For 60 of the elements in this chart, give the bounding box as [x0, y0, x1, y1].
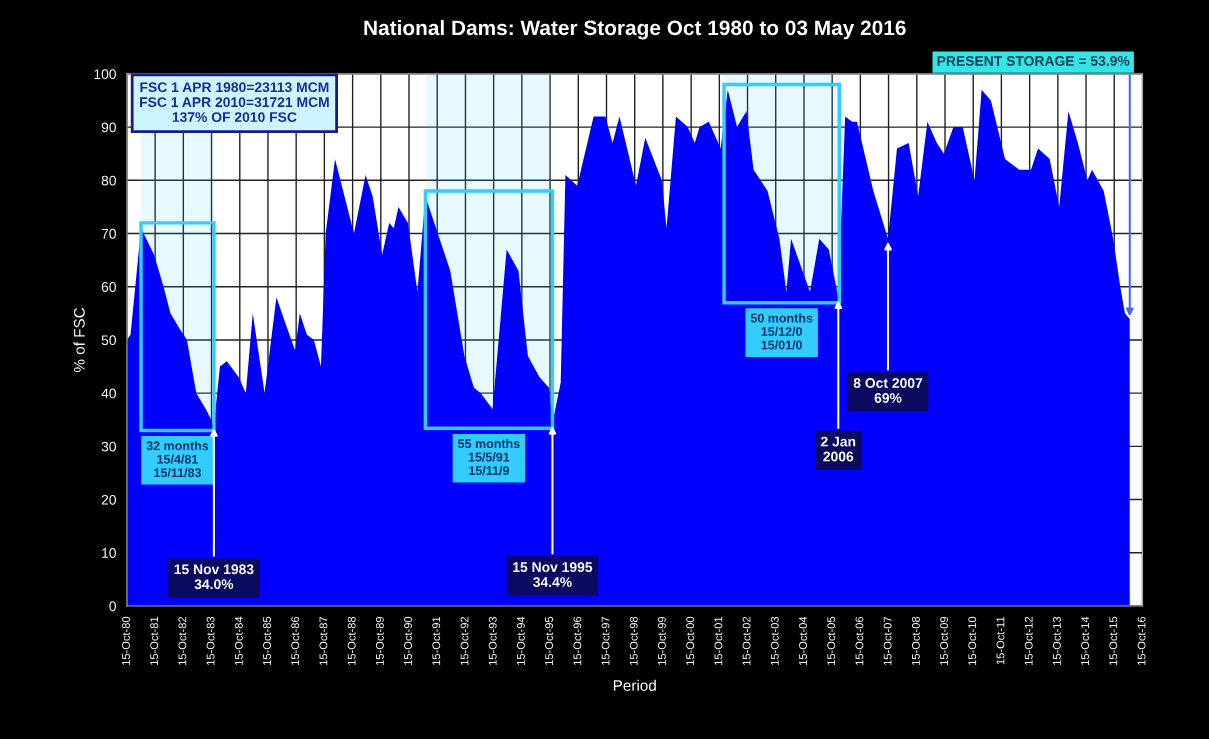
y-tick-label: 50: [101, 335, 116, 346]
x-tick-label: 15-Oct-10: [968, 616, 977, 665]
x-tick-label: 15-Oct-95: [545, 616, 554, 665]
x-tick-label: 15-Oct-99: [657, 616, 666, 665]
x-tick-label: 15-Oct-12: [1024, 616, 1033, 665]
y-tick-label: 20: [101, 494, 116, 505]
annotation: 15 Nov 1983 34.0%: [174, 564, 254, 590]
y-axis-title: % of FSC: [73, 307, 85, 373]
x-tick-label: 15-Oct-91: [432, 616, 441, 665]
x-tick-label: 15-Oct-92: [460, 616, 469, 665]
band-label: 55 months 15/5/91 15/11/9: [458, 438, 520, 476]
x-tick-label: 15-Oct-07: [883, 616, 892, 665]
x-tick-label: 15-Oct-96: [573, 616, 582, 665]
x-tick-label: 15-Oct-86: [291, 616, 300, 665]
x-tick-label: 15-Oct-04: [799, 616, 807, 665]
y-tick-label: 40: [101, 388, 116, 399]
band-label: 50 months 15/12/0 15/01/0: [750, 313, 813, 350]
annotation: 15 Nov 1995 34.4%: [513, 562, 593, 588]
x-tick-label: 15-Oct-89: [375, 616, 384, 665]
x-tick-label: 15-Oct-11: [996, 616, 1005, 665]
x-tick-label: 15-Oct-82: [178, 616, 187, 665]
x-tick-label: 15-Oct-97: [601, 616, 610, 665]
x-tick-label: 15-Oct-16: [1137, 616, 1146, 665]
y-tick-label: 60: [101, 282, 116, 292]
y-tick-label: 90: [101, 122, 116, 133]
x-tick-label: 15-Oct-05: [827, 616, 836, 665]
x-tick-label: 15-Oct-87: [319, 616, 328, 665]
x-axis-title: Period: [613, 679, 656, 691]
x-tick-label: 15-Oct-13: [1052, 616, 1061, 665]
x-tick-label: 15-Oct-90: [404, 616, 412, 665]
x-tick-label: 15-Oct-80: [122, 616, 130, 665]
x-tick-label: 15-Oct-00: [686, 616, 695, 665]
band-label: 32 months 15/4/81 15/11/83: [146, 441, 209, 478]
x-tick-label: 15-Oct-84: [234, 616, 243, 665]
annotation: 8 Oct 2007 69%: [853, 378, 923, 403]
y-tick-label: 100: [94, 69, 116, 80]
annotation: PRESENT STORAGE = 53.9%: [937, 56, 1130, 66]
x-tick-label: 15-Oct-02: [742, 616, 751, 665]
x-tick-label: 15-Oct-83: [206, 616, 215, 665]
x-tick-label: 15-Oct-93: [488, 616, 497, 665]
x-tick-label: 15-Oct-14: [1081, 616, 1090, 665]
y-tick-label: 80: [101, 175, 116, 186]
x-tick-label: 15-Oct-81: [150, 616, 159, 665]
x-tick-label: 15-Oct-01: [714, 616, 723, 665]
x-tick-label: 15-Oct-94: [516, 616, 525, 665]
y-tick-label: 30: [101, 441, 116, 452]
x-tick-label: 15-Oct-88: [347, 616, 356, 665]
x-tick-label: 15-Oct-03: [770, 616, 779, 665]
y-tick-label: 70: [101, 228, 116, 239]
x-tick-label: 15-Oct-06: [855, 616, 864, 665]
annotation: FSC 1 APR 1980=23113 MCM FSC 1 APR 2010=31721 MCM 137% OF 2010 FSC: [140, 82, 329, 123]
x-tick-label: 15-Oct-98: [629, 616, 638, 665]
x-tick-label: 15-Oct-09: [940, 616, 948, 665]
x-tick-label: 15-Oct-08: [911, 616, 920, 665]
annotation: 2 Jan 2006: [821, 436, 856, 462]
x-tick-label: 15-Oct-15: [1109, 616, 1118, 665]
chart-title: National Dams: Water Storage Oct 1980 to 03 May 2016: [364, 19, 906, 40]
x-tick-label: 15-Oct-85: [263, 616, 271, 665]
y-tick-label: 0: [109, 601, 116, 612]
y-tick-label: 10: [102, 548, 116, 558]
